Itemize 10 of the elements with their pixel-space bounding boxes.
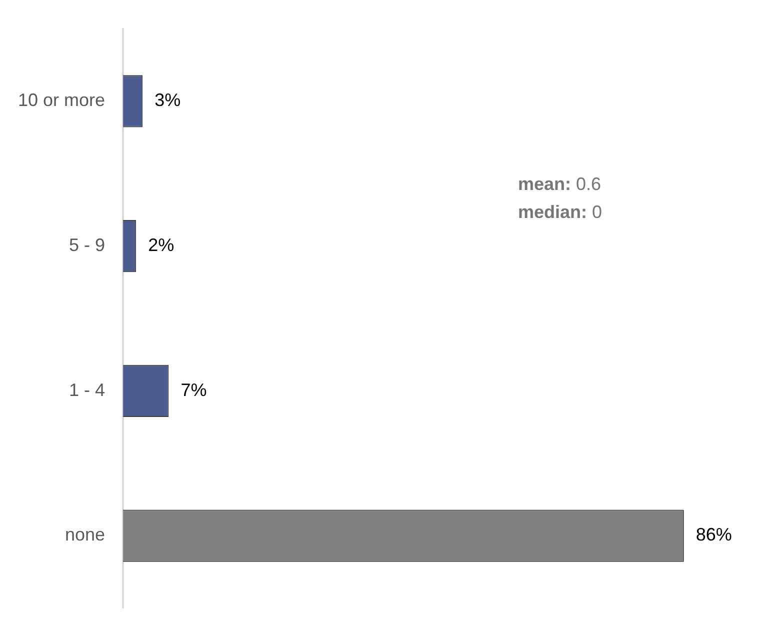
data-label: 86% [696,524,732,545]
y-tick-label: 1 - 4 [69,380,106,400]
data-label: 7% [180,380,207,400]
annotation: median: 0 [518,202,602,222]
y-tick-label: 5 - 9 [69,235,106,256]
y-tick-label: none [64,524,106,545]
annotation: mean: 0.6 [518,174,602,194]
data-label: 3% [154,90,181,110]
y-tick-label: 10 or more [18,90,106,110]
data-label: 2% [148,235,174,256]
